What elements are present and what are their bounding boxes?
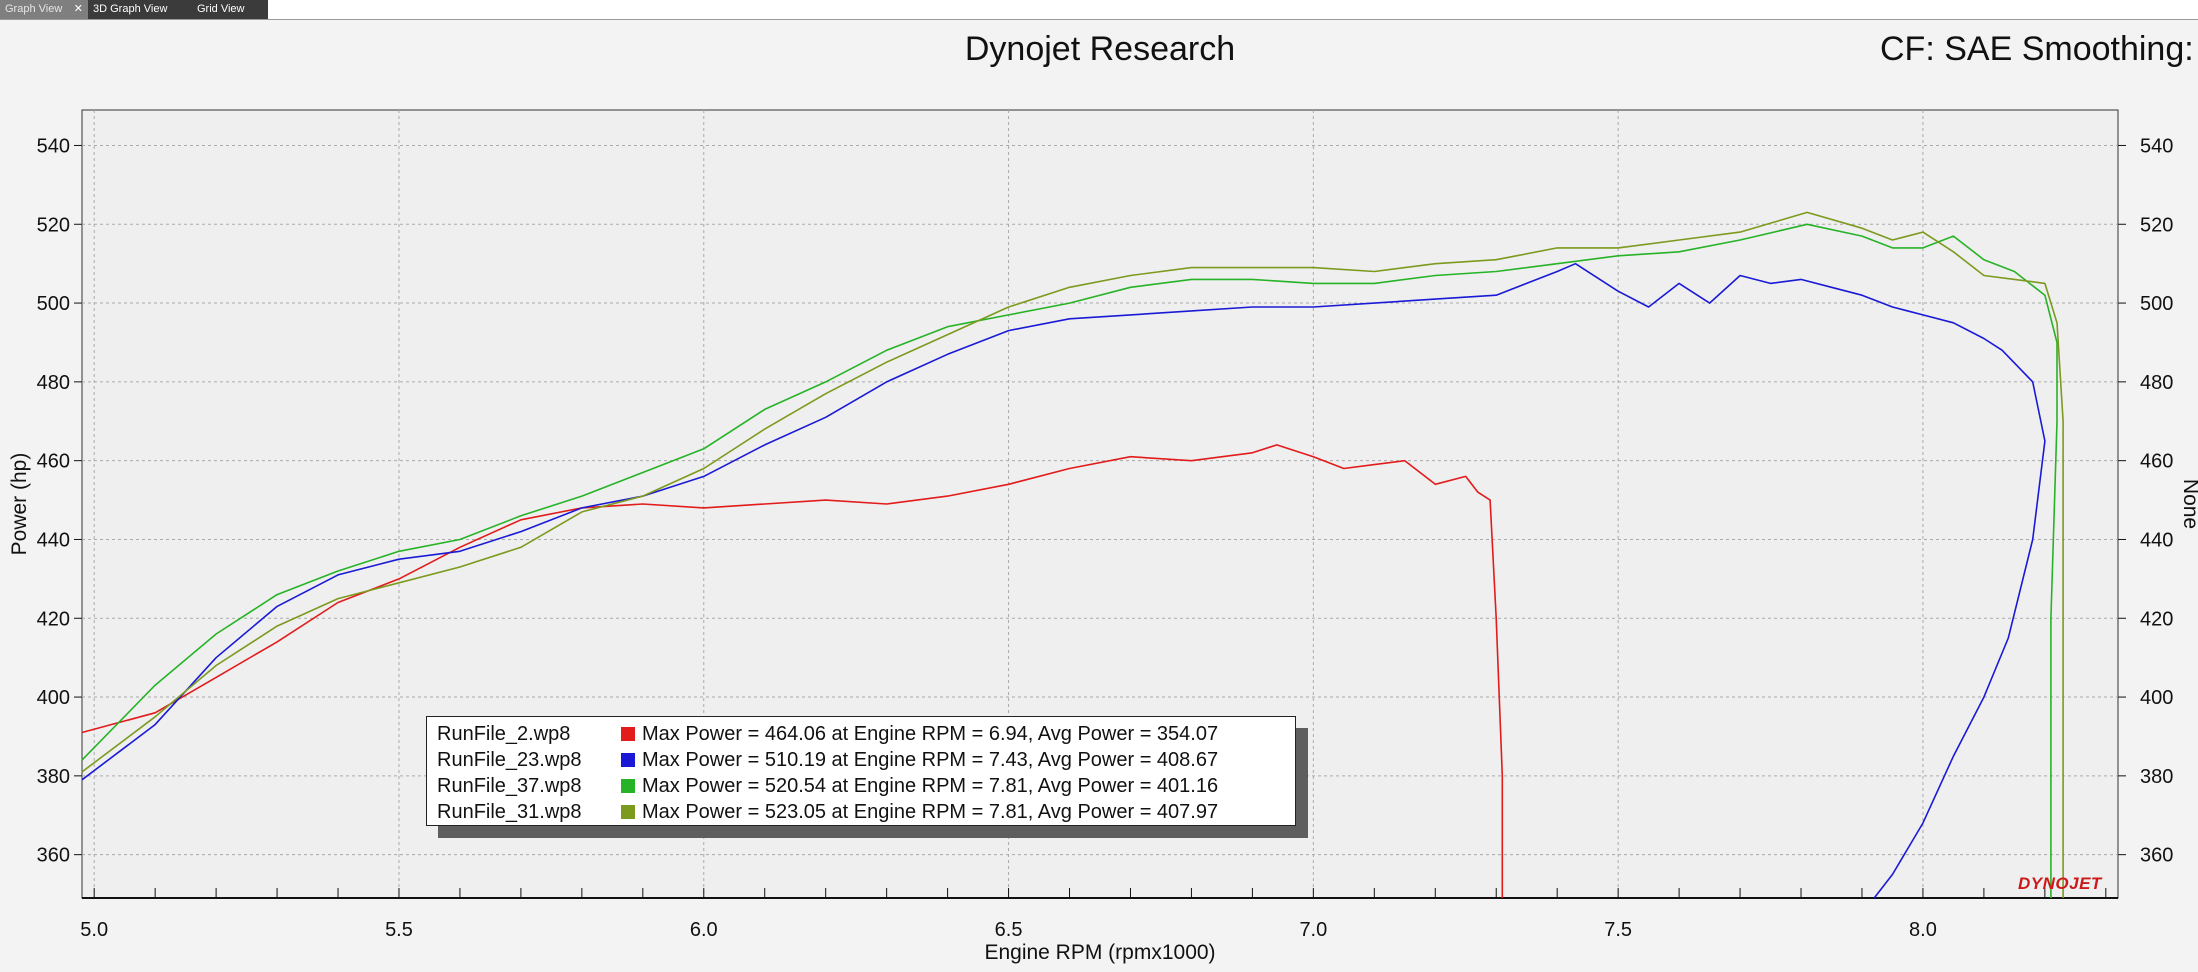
y2-axis-label: None [2179, 479, 2198, 529]
x-tick-label: 6.0 [690, 919, 718, 941]
tab-grid-view[interactable]: Grid View [192, 0, 268, 19]
y-tick-label: 440 [37, 529, 70, 551]
correction-factor-label: CF: SAE Smoothing: 5 [1880, 30, 2198, 68]
x-axis-label: Engine RPM (rpmx1000) [984, 941, 1215, 964]
legend-swatch [621, 727, 635, 741]
legend-summary: Max Power = 464.06 at Engine RPM = 6.94,… [642, 723, 1219, 745]
y-tick-label: 360 [37, 845, 70, 867]
y2-tick-label: 520 [2140, 214, 2173, 236]
tab-graph-view[interactable]: Graph View ✕ [0, 0, 88, 19]
y2-tick-label: 400 [2140, 687, 2173, 709]
y-tick-label: 460 [37, 451, 70, 473]
chart-title: Dynojet Research [964, 30, 1236, 68]
tab-grid-view-label: Grid View [197, 3, 245, 15]
series-line-3 [81, 223, 2058, 898]
y2-tick-label: 380 [2140, 766, 2173, 788]
y2-tick-label: 420 [2140, 608, 2173, 630]
legend-file-name: RunFile_31.wp8 [437, 801, 582, 823]
y-tick-label: 540 [37, 135, 70, 157]
x-tick-label: 5.0 [80, 919, 108, 941]
tab-graph-view-label: Graph View [5, 3, 63, 15]
legend-swatch [621, 753, 635, 767]
y2-tick-label: 480 [2140, 372, 2173, 394]
y-tick-label: 480 [37, 372, 70, 394]
y2-tick-label: 440 [2140, 529, 2173, 551]
legend-file-name: RunFile_37.wp8 [437, 775, 582, 797]
y-tick-label: 420 [37, 608, 70, 630]
y2-tick-label: 500 [2140, 293, 2173, 315]
x-tick-label: 7.0 [1299, 919, 1327, 941]
y-tick-label: 500 [37, 293, 70, 315]
y-axis-label: Power (hp) [8, 453, 31, 556]
series-line-1 [81, 444, 1504, 898]
tab-3d-graph-view-label: 3D Graph View [93, 3, 168, 15]
x-tick-label: 6.5 [995, 919, 1023, 941]
y-tick-label: 520 [37, 214, 70, 236]
y-tick-label: 400 [37, 687, 70, 709]
y2-tick-label: 460 [2140, 451, 2173, 473]
y2-tick-label: 360 [2140, 845, 2173, 867]
y-tick-label: 380 [37, 766, 70, 788]
legend-swatch [621, 779, 635, 793]
y2-tick-label: 540 [2140, 135, 2173, 157]
chart-legend: RunFile_2.wp8 Max Power = 464.06 at Engin… [426, 716, 1296, 826]
series-line-2 [81, 262, 2046, 899]
legend-file-name: RunFile_23.wp8 [437, 749, 582, 771]
legend-summary: Max Power = 520.54 at Engine RPM = 7.81,… [642, 775, 1219, 797]
x-tick-label: 5.5 [385, 919, 413, 941]
x-tick-label: 7.5 [1604, 919, 1632, 941]
view-tab-bar: Graph View ✕ 3D Graph View Grid View [0, 0, 2198, 20]
close-icon[interactable]: ✕ [73, 3, 83, 15]
legend-swatch [621, 805, 635, 819]
series-line-4 [81, 211, 2064, 898]
dynojet-logo: DYNOJET [2018, 874, 2102, 893]
legend-summary: Max Power = 510.19 at Engine RPM = 7.43,… [642, 749, 1219, 771]
tab-3d-graph-view[interactable]: 3D Graph View [88, 0, 192, 19]
x-tick-label: 8.0 [1909, 919, 1937, 941]
legend-file-name: RunFile_2.wp8 [437, 723, 571, 745]
legend-summary: Max Power = 523.05 at Engine RPM = 7.81,… [642, 801, 1219, 823]
